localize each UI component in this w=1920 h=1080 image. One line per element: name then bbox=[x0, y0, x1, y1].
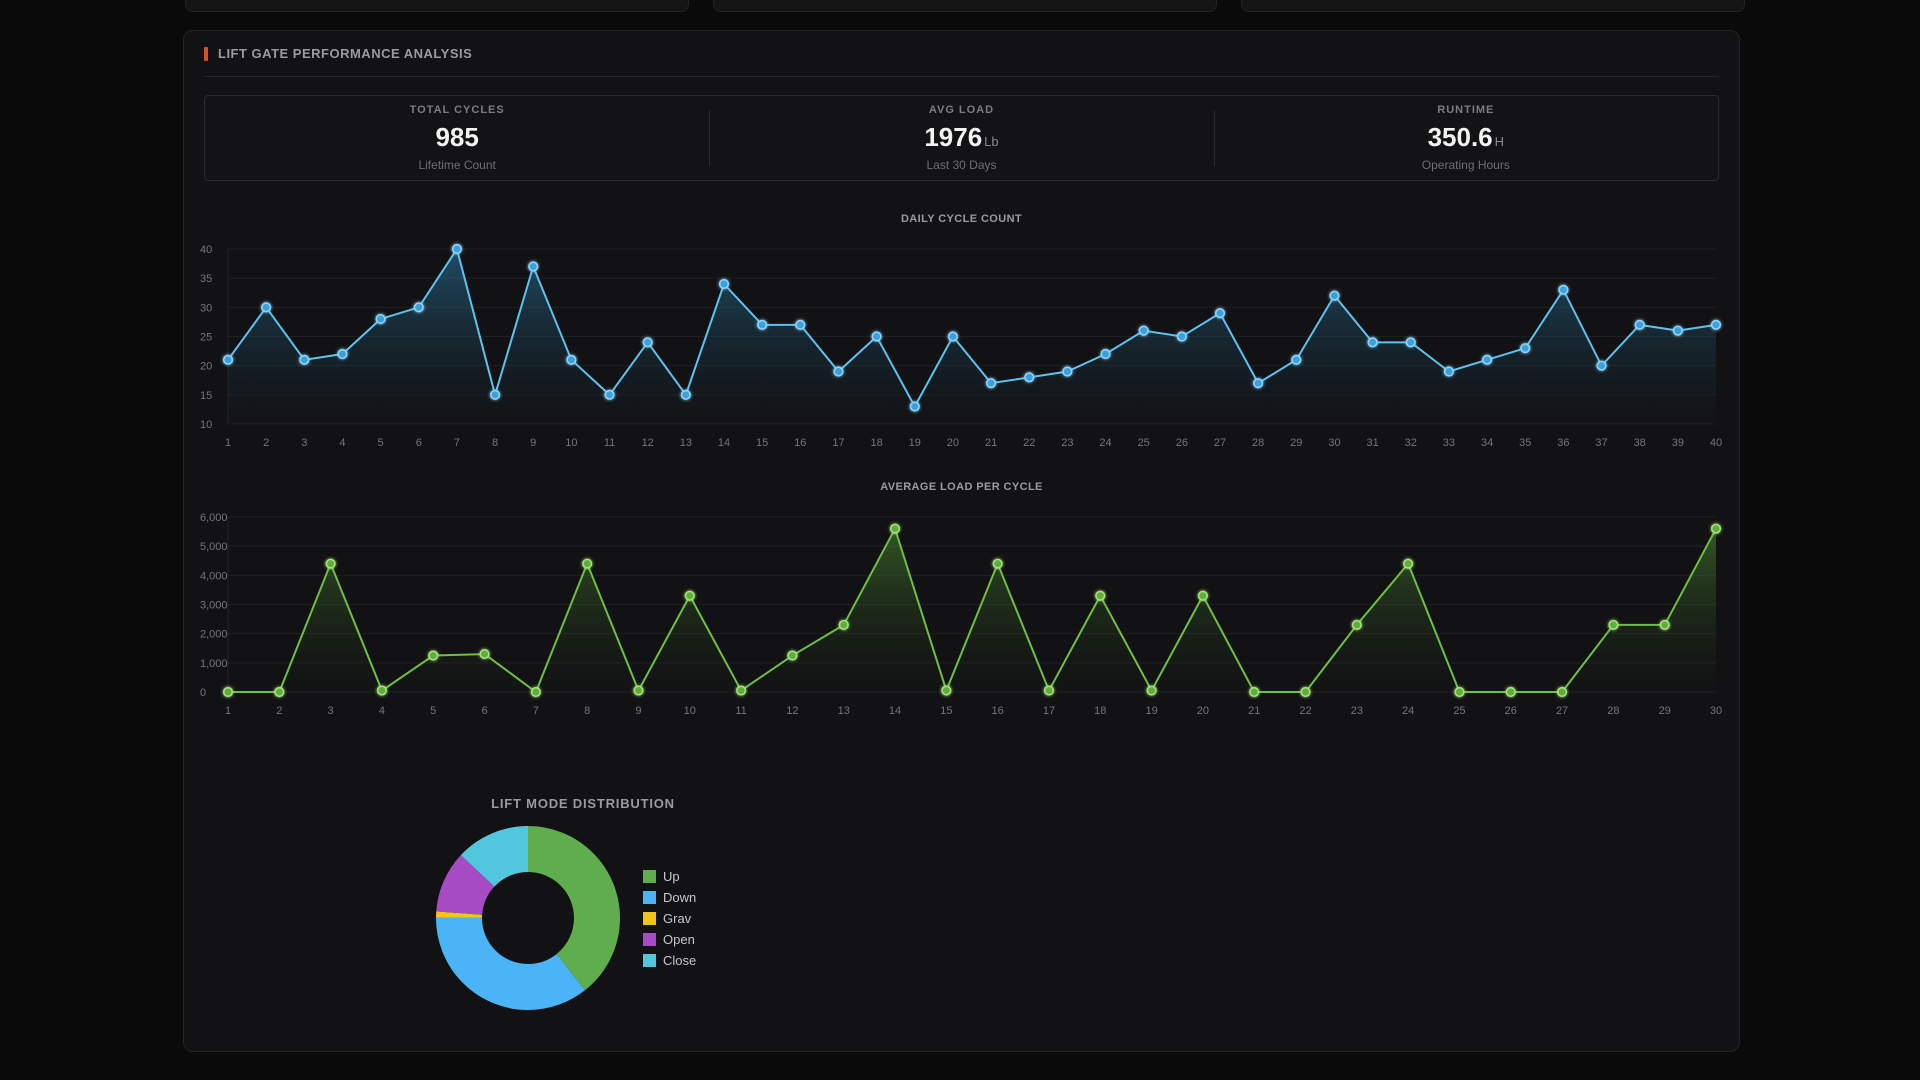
svg-text:26: 26 bbox=[1505, 705, 1517, 717]
svg-text:2: 2 bbox=[276, 705, 282, 717]
svg-text:31: 31 bbox=[1366, 437, 1378, 449]
svg-text:4: 4 bbox=[339, 437, 345, 449]
svg-text:17: 17 bbox=[1043, 705, 1055, 717]
svg-text:5: 5 bbox=[430, 705, 436, 717]
svg-text:23: 23 bbox=[1351, 705, 1363, 717]
svg-text:14: 14 bbox=[889, 705, 901, 717]
svg-text:19: 19 bbox=[1145, 705, 1157, 717]
svg-text:30: 30 bbox=[1710, 705, 1722, 717]
svg-text:7: 7 bbox=[454, 437, 460, 449]
svg-text:2,000: 2,000 bbox=[200, 629, 228, 641]
svg-text:11: 11 bbox=[604, 437, 615, 449]
svg-text:24: 24 bbox=[1099, 437, 1111, 449]
svg-text:33: 33 bbox=[1443, 437, 1455, 449]
svg-text:18: 18 bbox=[1094, 705, 1106, 717]
svg-text:5: 5 bbox=[378, 437, 384, 449]
svg-text:26: 26 bbox=[1176, 437, 1188, 449]
svg-text:34: 34 bbox=[1481, 437, 1493, 449]
svg-text:23: 23 bbox=[1061, 437, 1073, 449]
svg-text:37: 37 bbox=[1595, 437, 1607, 449]
svg-text:13: 13 bbox=[680, 437, 692, 449]
svg-text:29: 29 bbox=[1659, 705, 1671, 717]
svg-text:6,000: 6,000 bbox=[200, 512, 228, 524]
svg-text:19: 19 bbox=[909, 437, 921, 449]
svg-text:28: 28 bbox=[1607, 705, 1619, 717]
svg-text:39: 39 bbox=[1672, 437, 1684, 449]
svg-text:2: 2 bbox=[263, 437, 269, 449]
svg-text:0: 0 bbox=[200, 687, 206, 699]
svg-text:10: 10 bbox=[200, 419, 212, 431]
svg-text:20: 20 bbox=[1197, 705, 1209, 717]
svg-text:9: 9 bbox=[635, 705, 641, 717]
svg-text:3: 3 bbox=[328, 705, 334, 717]
svg-text:36: 36 bbox=[1557, 437, 1569, 449]
svg-text:32: 32 bbox=[1405, 437, 1417, 449]
svg-text:7: 7 bbox=[533, 705, 539, 717]
svg-text:11: 11 bbox=[735, 705, 746, 717]
svg-text:15: 15 bbox=[200, 390, 212, 402]
svg-text:1: 1 bbox=[225, 437, 231, 449]
svg-text:1: 1 bbox=[225, 705, 231, 717]
svg-text:40: 40 bbox=[1710, 437, 1722, 449]
svg-text:35: 35 bbox=[1519, 437, 1531, 449]
svg-text:17: 17 bbox=[832, 437, 844, 449]
svg-text:1,000: 1,000 bbox=[200, 658, 228, 670]
svg-text:30: 30 bbox=[1328, 437, 1340, 449]
svg-text:12: 12 bbox=[642, 437, 654, 449]
svg-text:38: 38 bbox=[1634, 437, 1646, 449]
svg-text:15: 15 bbox=[756, 437, 768, 449]
svg-text:10: 10 bbox=[565, 437, 577, 449]
svg-text:28: 28 bbox=[1252, 437, 1264, 449]
svg-text:12: 12 bbox=[786, 705, 798, 717]
svg-text:18: 18 bbox=[870, 437, 882, 449]
svg-text:5,000: 5,000 bbox=[200, 541, 228, 553]
svg-text:35: 35 bbox=[200, 273, 212, 285]
svg-text:27: 27 bbox=[1214, 437, 1226, 449]
svg-text:4: 4 bbox=[379, 705, 385, 717]
svg-text:3,000: 3,000 bbox=[200, 600, 228, 612]
svg-text:21: 21 bbox=[1248, 705, 1260, 717]
svg-text:20: 20 bbox=[947, 437, 959, 449]
svg-text:6: 6 bbox=[416, 437, 422, 449]
svg-text:13: 13 bbox=[838, 705, 850, 717]
svg-text:29: 29 bbox=[1290, 437, 1302, 449]
svg-text:40: 40 bbox=[200, 244, 212, 256]
svg-text:24: 24 bbox=[1402, 705, 1414, 717]
svg-text:20: 20 bbox=[200, 361, 212, 373]
svg-text:14: 14 bbox=[718, 437, 730, 449]
svg-text:6: 6 bbox=[481, 705, 487, 717]
svg-text:25: 25 bbox=[200, 332, 212, 344]
svg-text:4,000: 4,000 bbox=[200, 570, 228, 582]
svg-text:30: 30 bbox=[200, 302, 212, 314]
svg-text:27: 27 bbox=[1556, 705, 1568, 717]
svg-text:8: 8 bbox=[584, 705, 590, 717]
svg-text:10: 10 bbox=[684, 705, 696, 717]
svg-text:25: 25 bbox=[1138, 437, 1150, 449]
svg-text:16: 16 bbox=[992, 705, 1004, 717]
svg-text:25: 25 bbox=[1453, 705, 1465, 717]
svg-text:8: 8 bbox=[492, 437, 498, 449]
svg-text:9: 9 bbox=[530, 437, 536, 449]
svg-text:22: 22 bbox=[1023, 437, 1035, 449]
svg-text:16: 16 bbox=[794, 437, 806, 449]
svg-text:22: 22 bbox=[1299, 705, 1311, 717]
svg-text:3: 3 bbox=[301, 437, 307, 449]
svg-text:15: 15 bbox=[940, 705, 952, 717]
svg-text:21: 21 bbox=[985, 437, 997, 449]
